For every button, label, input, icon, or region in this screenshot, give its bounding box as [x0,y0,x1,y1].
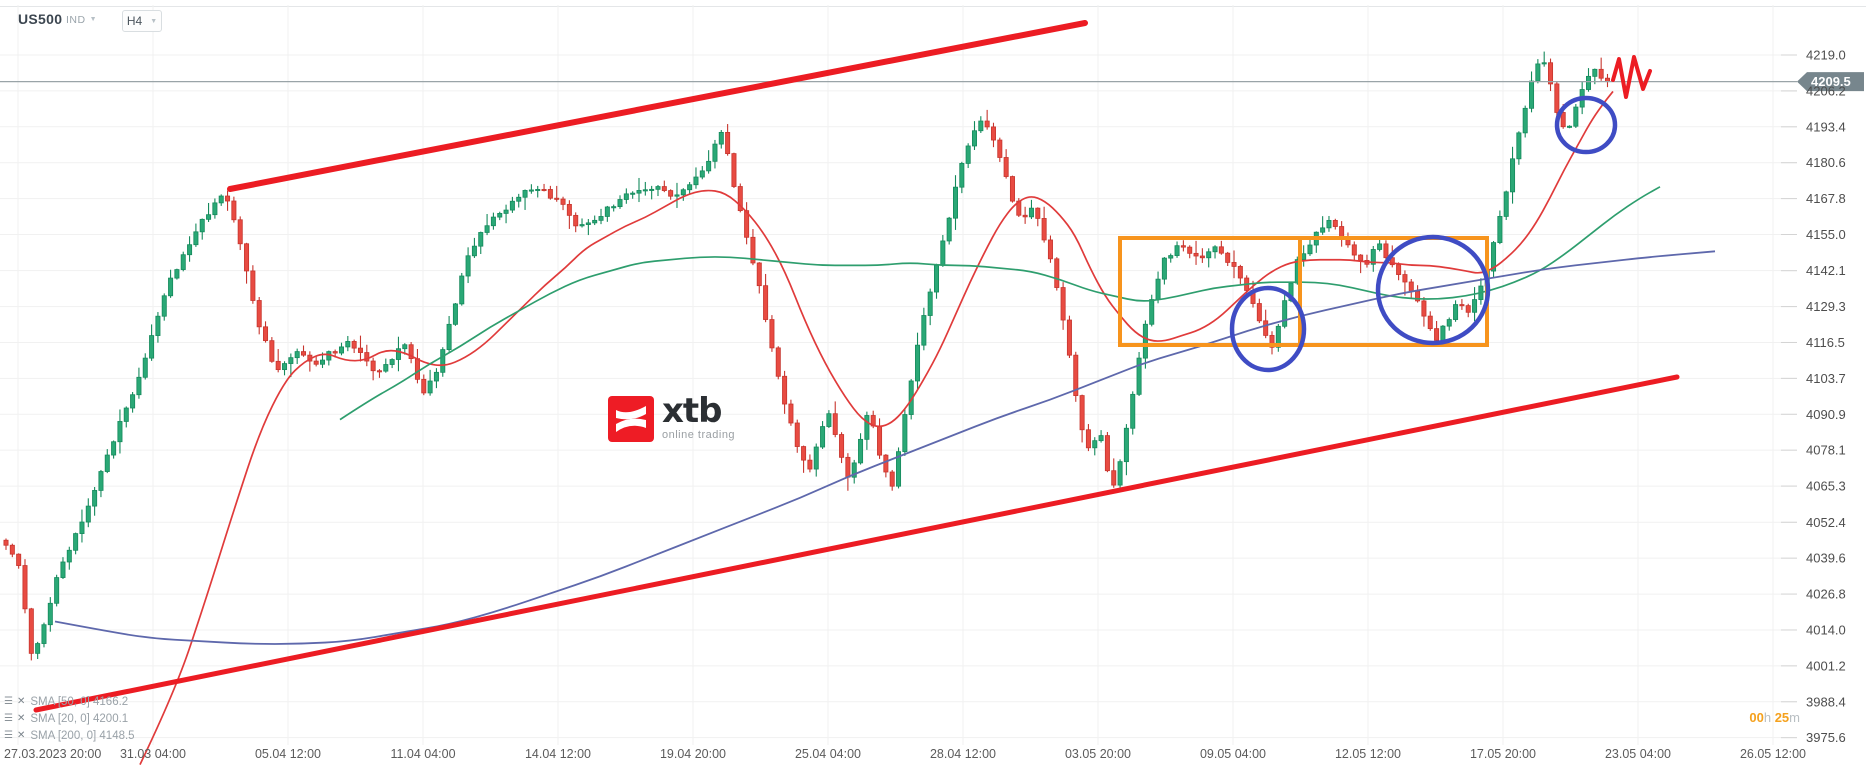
remove-indicator-icon[interactable]: ✕ [16,696,26,707]
svg-text:14.04 12:00: 14.04 12:00 [525,747,591,761]
current-price-tag: 4209.5 [1797,72,1864,92]
svg-text:28.04 12:00: 28.04 12:00 [930,747,996,761]
indicator-settings-icon[interactable]: ☰ [4,730,13,741]
svg-text:4039.6: 4039.6 [1806,551,1846,566]
countdown-hours: 00 [1749,710,1764,725]
price-axis[interactable]: 4219.0 4206.2 4193.4 4180.6 4167.8 4155.0 4142… [1806,48,1846,746]
analyst-annotations [33,20,1680,713]
indicator-label: SMA [50, 0] 4166.2 [30,695,129,708]
indicator-settings-icon[interactable]: ☰ [4,713,13,724]
svg-text:4078.1: 4078.1 [1806,443,1846,458]
svg-text:4129.3: 4129.3 [1806,299,1846,314]
svg-text:4052.4: 4052.4 [1806,515,1846,530]
svg-text:4167.8: 4167.8 [1806,191,1846,206]
projection-zigzag [1611,55,1652,99]
timeframe-label: H4 [126,14,143,28]
svg-text:3975.6: 3975.6 [1806,730,1846,745]
instrument-type-dropdown[interactable]: IND ▼ [66,14,97,26]
legend-item: ☰ ✕ SMA [200, 0] 4148.5 [4,727,135,744]
sma20-line [139,90,1614,765]
svg-text:27.03.2023 20:00: 27.03.2023 20:00 [4,747,101,761]
timeframe-button[interactable]: H4 ▼ [122,10,162,32]
svg-text:4155.0: 4155.0 [1806,227,1846,242]
svg-text:4209.5: 4209.5 [1811,74,1851,89]
upper-channel-trendline [227,20,1088,192]
instrument-type-label: IND [66,14,86,26]
svg-text:4090.9: 4090.9 [1806,407,1846,422]
highlight-circle [1554,95,1618,155]
indicator-label: SMA [200, 0] 4148.5 [30,729,135,742]
svg-text:23.05 04:00: 23.05 04:00 [1605,747,1671,761]
symbol-label: US500 [18,11,63,27]
svg-text:4193.4: 4193.4 [1806,119,1846,134]
indicator-settings-icon[interactable]: ☰ [4,696,13,707]
svg-text:05.04 12:00: 05.04 12:00 [255,747,321,761]
svg-text:4001.2: 4001.2 [1806,658,1846,673]
svg-text:31.03 04:00: 31.03 04:00 [120,747,186,761]
svg-text:4142.1: 4142.1 [1806,263,1846,278]
svg-text:4026.8: 4026.8 [1806,587,1846,602]
svg-text:19.04 20:00: 19.04 20:00 [660,747,726,761]
svg-text:4116.5: 4116.5 [1806,335,1845,350]
svg-text:17.05 20:00: 17.05 20:00 [1470,747,1536,761]
indicator-label: SMA [20, 0] 4200.1 [30,712,129,725]
svg-text:4103.7: 4103.7 [1806,371,1846,386]
svg-text:4219.0: 4219.0 [1806,48,1846,63]
highlight-circle [1375,234,1491,346]
indicator-legend: ☰ ✕ SMA [50, 0] 4166.2 ☰ ✕ SMA [20, 0] 4200.1… [4,693,135,744]
lower-channel-trendline [33,374,1680,713]
svg-text:12.05 12:00: 12.05 12:00 [1335,747,1401,761]
chevron-down-icon: ▼ [150,17,158,25]
svg-text:4180.6: 4180.6 [1806,155,1846,170]
countdown-hours-unit: h [1763,710,1772,725]
sma50-line [339,186,1661,421]
candles [3,51,1610,661]
svg-text:26.05 12:00: 26.05 12:00 [1740,747,1806,761]
remove-indicator-icon[interactable]: ✕ [16,730,26,741]
svg-text:4014.0: 4014.0 [1806,622,1846,637]
sma-overlays [54,90,1716,765]
svg-text:03.05 20:00: 03.05 20:00 [1065,747,1131,761]
remove-indicator-icon[interactable]: ✕ [16,713,26,724]
sma200-line [54,250,1716,645]
legend-item: ☰ ✕ SMA [50, 0] 4166.2 [4,693,135,710]
svg-text:4065.3: 4065.3 [1806,479,1846,494]
svg-text:4206.2: 4206.2 [1806,83,1846,98]
countdown-minutes-unit: m [1789,710,1800,725]
countdown-minutes: 25 [1774,710,1790,725]
chart-pane-top-border [0,0,1866,7]
highlight-circle [1229,285,1307,373]
legend-item: ☰ ✕ SMA [20, 0] 4200.1 [4,710,135,727]
time-axis[interactable]: 27.03.2023 20:00 31.03 04:00 05.04 12:00 11… [4,747,1806,761]
chevron-down-icon: ▼ [89,16,98,23]
candle-countdown: 00h 25m [1736,710,1800,725]
svg-text:3988.4: 3988.4 [1806,694,1846,709]
svg-text:11.04 04:00: 11.04 04:00 [390,747,455,761]
svg-text:25.04 04:00: 25.04 04:00 [795,747,861,761]
svg-text:09.05 04:00: 09.05 04:00 [1200,747,1266,761]
